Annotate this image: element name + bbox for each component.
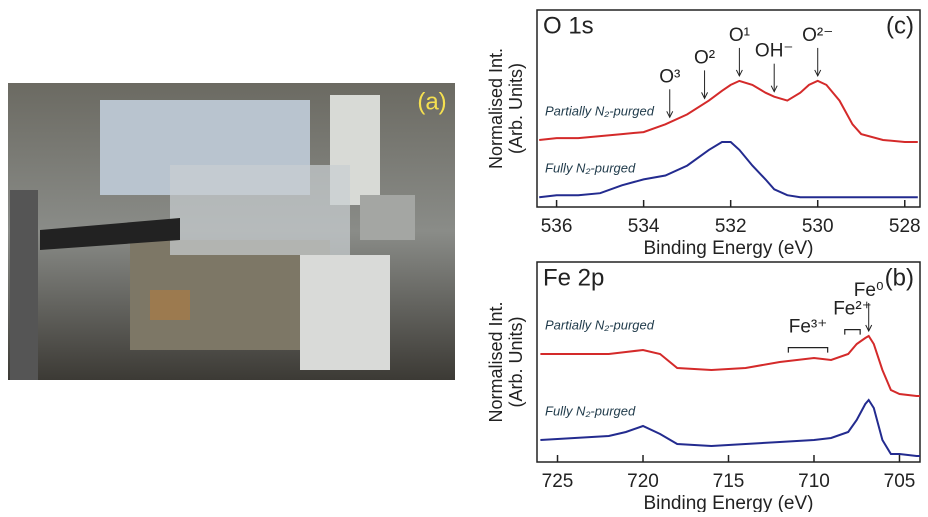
glovebox: [170, 165, 350, 255]
instrument: [300, 255, 390, 370]
series-label: Partially N₂-purged: [545, 103, 655, 118]
chamber: [360, 195, 415, 240]
x-tick-label: 536: [541, 216, 573, 237]
annotation-label: Fe³⁺: [789, 317, 828, 338]
annotation-label: O²: [694, 47, 715, 68]
x-axis-label: Binding Energy (eV): [643, 238, 813, 259]
series-label: Fully N₂-purged: [545, 161, 636, 176]
x-tick-label: 534: [628, 216, 660, 237]
y-axis-label: (Arb. Units): [506, 63, 526, 154]
x-tick-label: 725: [542, 471, 574, 492]
plot-frame: [536, 9, 921, 208]
x-axis-label: Binding Energy (eV): [643, 493, 813, 512]
arrow-head: [814, 69, 822, 78]
series-line: [540, 398, 920, 457]
component: [150, 290, 190, 320]
arrow-head: [735, 69, 743, 78]
x-tick-label: 528: [889, 216, 921, 237]
annotation-label: O³: [659, 66, 680, 87]
x-tick-label: 532: [715, 216, 747, 237]
annotation-bracket: [787, 347, 829, 353]
x-tick-label: 710: [798, 471, 830, 492]
annotation-label: O²⁻: [802, 25, 833, 46]
arrow-head: [666, 111, 674, 119]
annotation-label: Fe⁰: [854, 280, 884, 301]
series-line: [539, 141, 918, 199]
series-label: Fully N₂-purged: [545, 403, 636, 418]
series-line: [539, 79, 918, 143]
annotation-label: Fe²⁺: [833, 299, 872, 320]
y-axis-label: Normalised Int.: [486, 301, 506, 422]
glove: [40, 218, 180, 250]
x-tick-label: 715: [713, 471, 745, 492]
arrow-head: [770, 85, 778, 93]
photo: (a): [8, 83, 455, 380]
y-axis-label: (Arb. Units): [506, 316, 526, 407]
x-tick-label: 530: [802, 216, 834, 237]
gas-cylinder: [10, 190, 38, 380]
y-axis-label: Normalised Int.: [486, 48, 506, 169]
panel-label: (b): [885, 264, 914, 291]
panel-label: (c): [886, 12, 914, 39]
series-label: Partially N₂-purged: [545, 317, 655, 332]
x-tick-label: 705: [884, 471, 916, 492]
x-tick-label: 720: [627, 471, 659, 492]
annotation-label: O¹: [729, 25, 750, 46]
panel-title: O 1s: [543, 12, 594, 39]
arrow-head: [701, 92, 709, 100]
panel-label: (a): [417, 88, 446, 115]
series-line: [540, 334, 920, 397]
arrow-head: [865, 324, 873, 333]
annotation-bracket: [844, 329, 861, 335]
panel-title: Fe 2p: [543, 264, 604, 291]
annotation-label: OH⁻: [755, 41, 794, 62]
